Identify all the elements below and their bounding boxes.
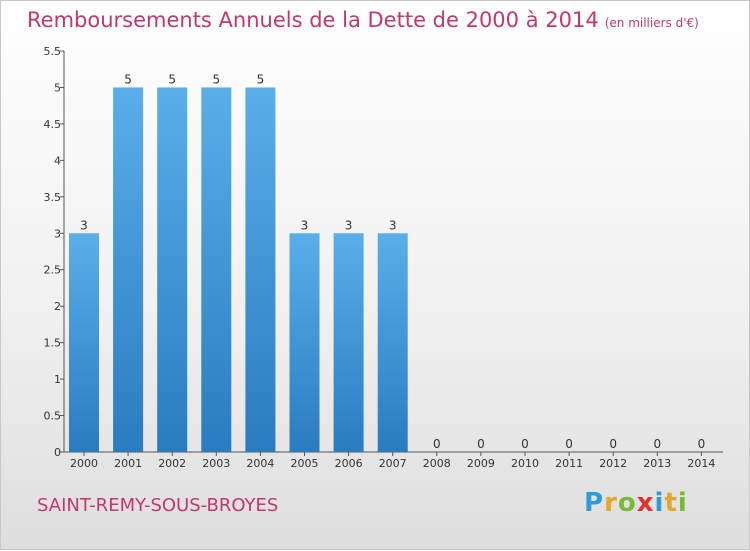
logo-letter: x bbox=[636, 488, 655, 518]
bar-2001 bbox=[113, 87, 144, 453]
bar-2004 bbox=[245, 87, 276, 453]
logo-letter: o bbox=[617, 488, 637, 518]
value-label-2004: 5 bbox=[257, 72, 265, 86]
value-label-2012: 0 bbox=[609, 437, 617, 451]
y-tick-label: 1 bbox=[54, 373, 61, 386]
value-label-2003: 5 bbox=[212, 72, 220, 86]
value-label-2005: 3 bbox=[301, 218, 309, 232]
x-tick-label-2003: 2003 bbox=[202, 457, 230, 470]
logo-letter: t bbox=[664, 488, 678, 518]
bar-2007 bbox=[377, 233, 408, 452]
x-tick-label-2011: 2011 bbox=[555, 457, 583, 470]
y-ticks: 0 0.5 1 1.5 2 2.5 3 3.5 4 4.5 5 5.5 bbox=[44, 45, 64, 459]
logo-letter: i bbox=[677, 488, 688, 518]
bar-2002 bbox=[157, 87, 188, 453]
bars bbox=[69, 87, 408, 453]
x-tick-label-2005: 2005 bbox=[291, 457, 319, 470]
logo-letter: r bbox=[604, 488, 618, 518]
y-tick-label: 0 bbox=[54, 446, 61, 459]
x-tick-label-2010: 2010 bbox=[511, 457, 539, 470]
bar-2000 bbox=[69, 233, 99, 452]
chart-title-text: Remboursements Annuels de la Dette de 20… bbox=[27, 8, 599, 32]
y-tick-label: 4 bbox=[54, 154, 61, 167]
value-label-2008: 0 bbox=[433, 437, 441, 451]
x-tick-label-2000: 2000 bbox=[70, 457, 98, 470]
x-ticks: 2000 2001 2002 2003 2004 2005 2006 2007 2008 2009… bbox=[70, 452, 715, 470]
x-tick-label-2008: 2008 bbox=[423, 457, 451, 470]
chart-title: Remboursements Annuels de la Dette de 20… bbox=[27, 8, 699, 32]
value-label-2002: 5 bbox=[168, 72, 176, 86]
value-label-2009: 0 bbox=[477, 437, 485, 451]
y-tick-label: 2.5 bbox=[44, 264, 62, 277]
value-label-2000: 3 bbox=[80, 218, 88, 232]
value-label-2010: 0 bbox=[521, 437, 529, 451]
value-label-2014: 0 bbox=[698, 437, 706, 451]
x-tick-label-2007: 2007 bbox=[379, 457, 407, 470]
bar-2003 bbox=[201, 87, 232, 453]
value-label-2013: 0 bbox=[653, 437, 661, 451]
proxiti-logo: Proxiti bbox=[584, 488, 688, 518]
logo-letter: P bbox=[584, 488, 605, 518]
value-label-2001: 5 bbox=[124, 72, 132, 86]
y-tick-label: 2 bbox=[54, 300, 61, 313]
y-tick-label: 5 bbox=[54, 81, 61, 94]
bar-2006 bbox=[333, 233, 364, 452]
y-tick-label: 3 bbox=[54, 227, 61, 240]
x-tick-label-2009: 2009 bbox=[467, 457, 495, 470]
value-label-2011: 0 bbox=[565, 437, 573, 451]
x-tick-label-2004: 2004 bbox=[246, 457, 274, 470]
logo-letter: i bbox=[654, 488, 665, 518]
value-label-2007: 3 bbox=[389, 218, 397, 232]
chart-unit: (en milliers d'€) bbox=[604, 16, 699, 30]
y-tick-label: 4.5 bbox=[44, 118, 62, 131]
x-tick-label-2013: 2013 bbox=[643, 457, 671, 470]
bar-2005 bbox=[289, 233, 320, 452]
x-tick-label-2012: 2012 bbox=[599, 457, 627, 470]
y-tick-label: 1.5 bbox=[44, 337, 62, 350]
x-tick-label-2014: 2014 bbox=[687, 457, 715, 470]
value-labels: 3 5 5 5 5 3 3 3 0 0 0 0 0 0 0 bbox=[80, 72, 705, 451]
value-label-2006: 3 bbox=[345, 218, 353, 232]
y-tick-label: 0.5 bbox=[44, 410, 62, 423]
commune-name: SAINT-REMY-SOUS-BROYES bbox=[37, 495, 279, 516]
y-tick-label: 5.5 bbox=[44, 45, 62, 58]
x-tick-label-2002: 2002 bbox=[158, 457, 186, 470]
x-tick-label-2001: 2001 bbox=[114, 457, 142, 470]
x-tick-label-2006: 2006 bbox=[335, 457, 363, 470]
y-tick-label: 3.5 bbox=[44, 191, 62, 204]
